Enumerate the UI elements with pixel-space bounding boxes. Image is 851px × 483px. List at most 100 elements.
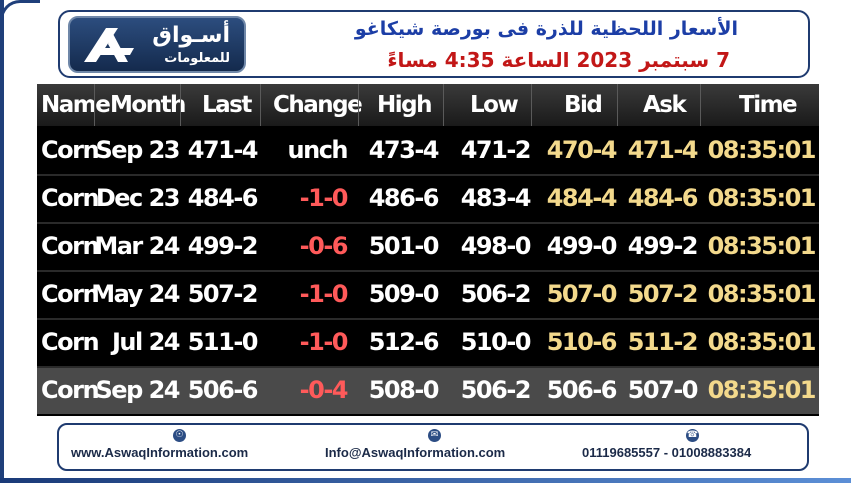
table-header-row: Name Month Last Change High Low Bid Ask … bbox=[37, 84, 819, 126]
cell-time: 08:35:01 bbox=[707, 280, 817, 308]
cell-ask: 471-4 bbox=[627, 136, 699, 164]
globe-icon: ☉ bbox=[173, 429, 186, 442]
frame-left-edge bbox=[0, 0, 4, 483]
cell-month: May 24 bbox=[91, 280, 180, 308]
cell-last: 507-2 bbox=[187, 280, 259, 308]
cell-month: Sep 24 bbox=[95, 376, 181, 404]
logo-mark-icon bbox=[84, 28, 134, 62]
cell-bid: 484-4 bbox=[546, 184, 618, 212]
cell-low: 498-0 bbox=[460, 232, 532, 260]
cell-last: 511-0 bbox=[187, 328, 259, 356]
cell-name: Corn bbox=[41, 232, 100, 260]
row-divider bbox=[37, 318, 819, 320]
cell-high: 508-0 bbox=[368, 376, 440, 404]
cell-ask: 484-6 bbox=[627, 184, 699, 212]
cell-high: 501-0 bbox=[368, 232, 440, 260]
cell-high: 512-6 bbox=[368, 328, 440, 356]
frame-bottom-edge bbox=[0, 478, 851, 483]
cell-high: 509-0 bbox=[368, 280, 440, 308]
column-header-time: Time bbox=[739, 92, 798, 118]
column-header-change: Change bbox=[273, 92, 363, 118]
contact-footer: ☉ www.AswaqInformation.com ✉ Info@AswaqI… bbox=[57, 423, 809, 471]
cell-bid: 499-0 bbox=[546, 232, 618, 260]
cell-low: 471-2 bbox=[460, 136, 532, 164]
cell-low: 510-0 bbox=[460, 328, 532, 356]
cell-month: Sep 23 bbox=[95, 136, 181, 164]
cell-change: -0-4 bbox=[299, 376, 349, 404]
website-link[interactable]: www.AswaqInformation.com bbox=[71, 445, 249, 460]
cell-time: 08:35:01 bbox=[707, 184, 817, 212]
cell-ask: 511-2 bbox=[627, 328, 699, 356]
email-link[interactable]: Info@AswaqInformation.com bbox=[325, 445, 506, 460]
row-divider bbox=[37, 270, 819, 272]
cell-month: Mar 24 bbox=[94, 232, 180, 260]
cell-ask: 507-0 bbox=[627, 376, 699, 404]
cell-name: Corn bbox=[41, 184, 100, 212]
column-header-high: High bbox=[377, 92, 432, 118]
table-row: Corn Sep 23 471-4 unch 473-4 471-2 470-4 471-4 0… bbox=[37, 126, 819, 174]
column-separator bbox=[531, 84, 532, 126]
cell-change: -0-6 bbox=[299, 232, 349, 260]
cell-last: 506-6 bbox=[187, 376, 259, 404]
table-row: Corn Jul 24 511-0 -1-0 512-6 510-0 510-6 511-2 0… bbox=[37, 318, 819, 366]
row-divider bbox=[37, 222, 819, 224]
column-separator bbox=[617, 84, 618, 126]
page-subtitle-date: 7 سبتمبر 2023 الساعة 4:35 مساءً bbox=[387, 48, 730, 72]
cell-ask: 499-2 bbox=[627, 232, 699, 260]
cell-month: Jul 24 bbox=[112, 328, 181, 356]
cell-bid: 507-0 bbox=[546, 280, 618, 308]
column-separator bbox=[358, 84, 359, 126]
table-row: Corn Dec 23 484-6 -1-0 486-6 483-4 484-4 484-6 0… bbox=[37, 174, 819, 222]
logo-text-information: للمعلومات bbox=[164, 51, 230, 66]
column-separator bbox=[94, 84, 95, 126]
cell-high: 473-4 bbox=[368, 136, 440, 164]
cell-last: 471-4 bbox=[187, 136, 259, 164]
cell-low: 483-4 bbox=[460, 184, 532, 212]
cell-name: Corn bbox=[41, 376, 100, 404]
cell-name: Corn bbox=[41, 280, 100, 308]
cell-last: 484-6 bbox=[187, 184, 259, 212]
frame-corner bbox=[0, 0, 40, 22]
cell-ask: 507-2 bbox=[627, 280, 699, 308]
cell-name: Corn bbox=[41, 136, 100, 164]
table-row: Corn Mar 24 499-2 -0-6 501-0 498-0 499-0 499-2 0… bbox=[37, 222, 819, 270]
column-header-bid: Bid bbox=[564, 92, 603, 118]
column-separator bbox=[700, 84, 701, 126]
logo-text-aswaq: أسـواق bbox=[152, 23, 230, 48]
column-header-low: Low bbox=[470, 92, 519, 118]
table-row: Corn Sep 24 506-6 -0-4 508-0 506-2 506-6 507-0 0… bbox=[37, 366, 819, 414]
phone-icon: ☎ bbox=[686, 429, 699, 442]
row-divider bbox=[37, 174, 819, 176]
column-header-last: Last bbox=[202, 92, 252, 118]
price-table: Name Month Last Change High Low Bid Ask … bbox=[37, 84, 819, 416]
cell-time: 08:35:01 bbox=[707, 328, 817, 356]
cell-low: 506-2 bbox=[460, 280, 532, 308]
cell-last: 499-2 bbox=[187, 232, 259, 260]
cell-time: 08:35:01 bbox=[707, 136, 817, 164]
phone-numbers: 01119685557 - 01008883384 bbox=[582, 445, 752, 460]
cell-change: -1-0 bbox=[299, 328, 349, 356]
cell-month: Dec 23 bbox=[95, 184, 181, 212]
cell-high: 486-6 bbox=[368, 184, 440, 212]
column-separator bbox=[260, 84, 261, 126]
cell-change: -1-0 bbox=[299, 280, 349, 308]
aswaq-logo: أسـواق للمعلومات bbox=[68, 16, 246, 73]
column-separator bbox=[180, 84, 181, 126]
header-card: أسـواق للمعلومات الأسعار اللحظية للذرة ف… bbox=[58, 10, 810, 78]
column-header-name: Name bbox=[41, 92, 111, 118]
cell-bid: 510-6 bbox=[546, 328, 618, 356]
cell-bid: 506-6 bbox=[546, 376, 618, 404]
column-header-month: Month bbox=[110, 92, 186, 118]
cell-time: 08:35:01 bbox=[707, 376, 817, 404]
cell-bid: 470-4 bbox=[546, 136, 618, 164]
table-row: Corn May 24 507-2 -1-0 509-0 506-2 507-0 507-2 0… bbox=[37, 270, 819, 318]
cell-change: unch bbox=[287, 136, 349, 164]
cell-low: 506-2 bbox=[460, 376, 532, 404]
page-title: الأسعار اللحظية للذرة فى بورصة شيكاغو bbox=[354, 18, 738, 40]
mail-icon: ✉ bbox=[428, 429, 441, 442]
cell-change: -1-0 bbox=[299, 184, 349, 212]
column-header-ask: Ask bbox=[643, 92, 687, 118]
cell-time: 08:35:01 bbox=[707, 232, 817, 260]
column-separator bbox=[443, 84, 444, 126]
row-divider bbox=[37, 366, 819, 368]
